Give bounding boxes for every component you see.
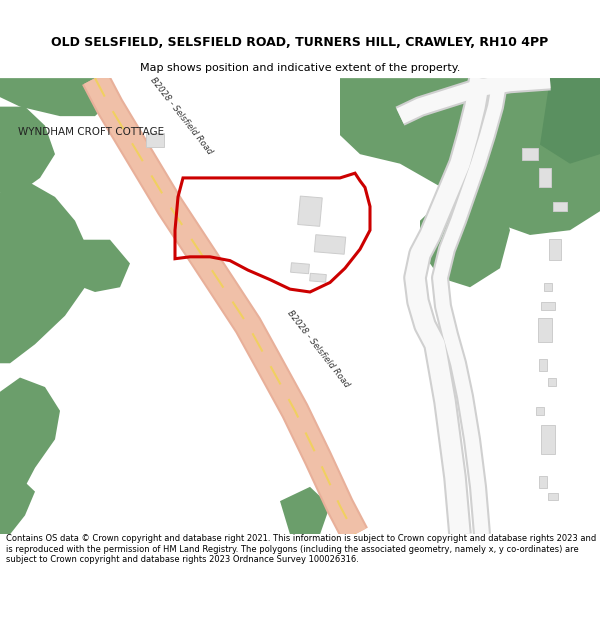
Text: Contains OS data © Crown copyright and database right 2021. This information is : Contains OS data © Crown copyright and d… [6, 534, 596, 564]
Bar [548, 379, 556, 386]
Polygon shape [280, 487, 330, 534]
Bar [544, 283, 552, 291]
Text: WYNDHAM CROFT COTTAGE: WYNDHAM CROFT COTTAGE [18, 127, 164, 137]
Polygon shape [0, 107, 55, 192]
Text: Map shows position and indicative extent of the property.: Map shows position and indicative extent… [140, 63, 460, 73]
Bar [310, 273, 326, 282]
Polygon shape [340, 78, 600, 235]
Polygon shape [540, 78, 600, 164]
Bar [539, 359, 547, 371]
Text: B2028 - Selsfield Road: B2028 - Selsfield Road [148, 76, 214, 156]
Bar [553, 202, 567, 211]
Bar [539, 168, 551, 187]
Polygon shape [420, 182, 510, 288]
Bar [298, 196, 322, 226]
Bar [290, 262, 310, 274]
Bar [146, 133, 164, 146]
Bar [541, 302, 555, 310]
Bar [539, 476, 547, 488]
Polygon shape [0, 182, 90, 363]
Bar [541, 425, 555, 454]
Bar [549, 239, 561, 259]
Text: B2028 - Selsfield Road: B2028 - Selsfield Road [285, 309, 350, 389]
Polygon shape [0, 478, 35, 534]
Polygon shape [0, 378, 60, 534]
Polygon shape [0, 78, 115, 116]
Bar [538, 318, 552, 342]
Text: OLD SELSFIELD, SELSFIELD ROAD, TURNERS HILL, CRAWLEY, RH10 4PP: OLD SELSFIELD, SELSFIELD ROAD, TURNERS H… [52, 36, 548, 49]
Bar [536, 407, 544, 414]
Bar [522, 149, 538, 160]
Bar [548, 492, 558, 500]
Bar [314, 235, 346, 254]
Polygon shape [65, 240, 130, 292]
